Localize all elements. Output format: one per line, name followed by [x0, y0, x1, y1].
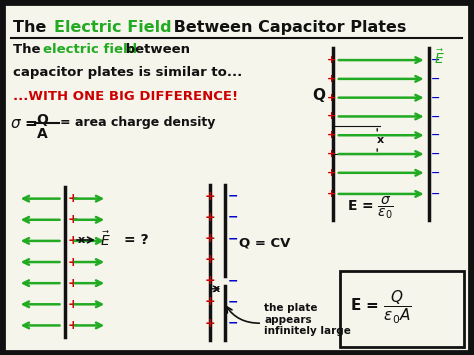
Text: capacitor plates is similar to...: capacitor plates is similar to... [13, 66, 242, 79]
Text: −: − [431, 168, 441, 178]
Text: +: + [204, 211, 215, 224]
Text: +: + [68, 192, 79, 205]
Text: +: + [327, 189, 336, 199]
Text: +: + [204, 274, 215, 287]
Text: $\sigma$ =: $\sigma$ = [10, 116, 40, 131]
Text: −: − [431, 130, 441, 140]
Text: x: x [377, 135, 384, 145]
Text: Electric Field: Electric Field [54, 20, 172, 35]
Text: +: + [204, 295, 215, 308]
Text: Q: Q [312, 88, 325, 103]
Text: = area charge density: = area charge density [60, 116, 216, 130]
Text: −: − [431, 189, 441, 199]
Text: +: + [68, 234, 79, 247]
Text: −: − [228, 232, 238, 245]
FancyBboxPatch shape [340, 272, 464, 346]
Text: −: − [228, 190, 238, 203]
Text: $\vec{E}$: $\vec{E}$ [100, 231, 111, 249]
Text: +: + [68, 319, 79, 332]
Text: x: x [77, 235, 85, 245]
Text: Q: Q [36, 113, 48, 127]
Text: −: − [431, 149, 441, 159]
Text: +: + [327, 168, 336, 178]
Text: Q = CV: Q = CV [238, 237, 290, 250]
Text: The: The [13, 43, 45, 56]
Text: ...WITH ONE BIG DIFFERENCE!: ...WITH ONE BIG DIFFERENCE! [13, 90, 238, 103]
Text: electric field: electric field [43, 43, 137, 56]
Text: −: − [431, 93, 441, 103]
Text: +: + [327, 55, 336, 65]
Text: E = $\dfrac{Q}{\epsilon_0 A}$: E = $\dfrac{Q}{\epsilon_0 A}$ [350, 289, 412, 326]
Text: −: − [228, 317, 238, 329]
Text: $\vec{E}$: $\vec{E}$ [434, 48, 444, 67]
Text: −: − [228, 295, 238, 308]
Text: +: + [327, 111, 336, 121]
Text: +: + [68, 277, 79, 290]
Text: +: + [204, 253, 215, 266]
Text: +: + [68, 213, 79, 226]
Text: +: + [68, 298, 79, 311]
Text: −: − [431, 111, 441, 121]
Text: −: − [228, 211, 238, 224]
Text: +: + [327, 130, 336, 140]
Text: A: A [36, 127, 47, 141]
Text: +: + [327, 74, 336, 84]
Text: the plate
appears
infinitely large: the plate appears infinitely large [264, 303, 351, 337]
Text: x: x [213, 284, 220, 294]
Text: = ?: = ? [124, 233, 148, 247]
Text: Between Capacitor Plates: Between Capacitor Plates [168, 20, 407, 35]
Text: +: + [204, 232, 215, 245]
Text: The: The [13, 20, 52, 35]
Text: between: between [121, 43, 190, 56]
Text: −: − [431, 55, 441, 65]
Text: +: + [204, 317, 215, 329]
Text: +: + [327, 149, 336, 159]
Text: −: − [228, 274, 238, 287]
Text: +: + [327, 93, 336, 103]
Text: +: + [204, 190, 215, 203]
Text: E = $\dfrac{\sigma}{\epsilon_0}$: E = $\dfrac{\sigma}{\epsilon_0}$ [346, 195, 393, 222]
Text: +: + [68, 256, 79, 268]
Text: −: − [431, 74, 441, 84]
